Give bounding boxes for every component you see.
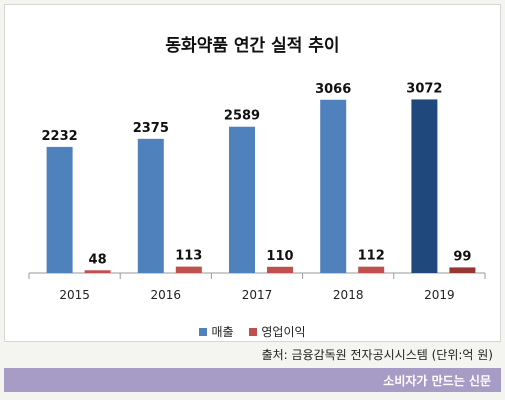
bar-operating-profit: [84, 270, 111, 273]
legend-item-sales: 매출: [199, 323, 234, 340]
bar-sales: [46, 146, 73, 273]
chart-legend: 매출 영업이익: [5, 323, 500, 340]
data-label-operating-profit: 112: [358, 249, 385, 264]
legend-item-operating-profit: 영업이익: [249, 323, 306, 340]
x-tick-label: 2015: [59, 288, 90, 302]
bar-sales: [229, 126, 255, 273]
footer-bar: 소비자가 만드는 신문: [4, 368, 501, 392]
bar-sales: [320, 99, 347, 273]
legend-label-sales: 매출: [211, 325, 234, 339]
data-label-sales: 3066: [315, 82, 351, 97]
legend-swatch-sales: [199, 327, 208, 336]
data-label-sales: 2232: [42, 129, 78, 144]
bar-sales: [411, 99, 438, 273]
bar-operating-profit: [358, 266, 385, 273]
bar-sales: [137, 138, 164, 273]
data-label-operating-profit: 113: [175, 249, 202, 264]
bar-operating-profit: [175, 266, 202, 273]
chart-frame: 동화약품 연간 실적 추이 2232 48 2015 2375 113 2016 2589 1…: [4, 4, 501, 342]
bar-operating-profit: [449, 267, 476, 273]
data-label-sales: 2589: [224, 109, 260, 124]
chart-title: 동화약품 연간 실적 추이: [165, 36, 340, 56]
x-tick-label: 2017: [242, 288, 273, 302]
data-label-sales: 2375: [133, 121, 169, 136]
bar-chart: 2232 48 2015 2375 113 2016 2589 110 2017 3066 112 2…: [28, 81, 486, 302]
x-tick-label: 2019: [424, 288, 455, 302]
x-tick-label: 2016: [151, 288, 182, 302]
footer-brand: 소비자가 만드는 신문: [383, 374, 491, 388]
source-note: 출처: 금융감독원 전자공시시스템 (단위:억 원): [261, 348, 493, 362]
data-label-operating-profit: 110: [266, 249, 293, 264]
bar-operating-profit: [267, 266, 293, 273]
data-label-sales: 3072: [406, 81, 442, 96]
data-label-operating-profit: 48: [89, 252, 107, 267]
data-label-operating-profit: 99: [453, 249, 471, 264]
legend-label-operating-profit: 영업이익: [261, 325, 306, 339]
legend-swatch-operating-profit: [249, 327, 258, 336]
x-tick-label: 2018: [333, 288, 364, 302]
